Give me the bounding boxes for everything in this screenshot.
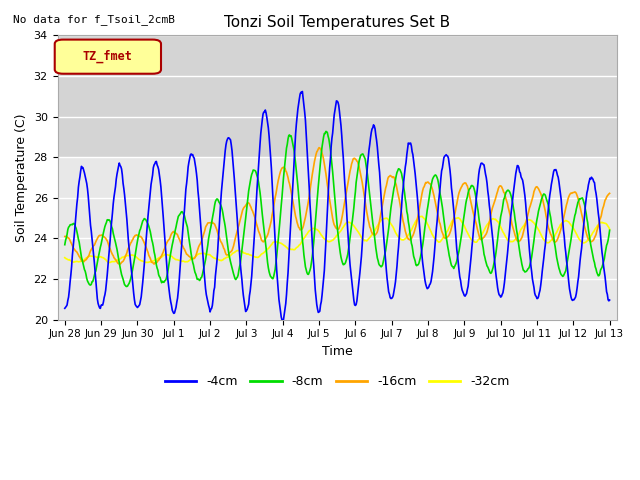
-16cm bbox=[150, 261, 158, 267]
-8cm bbox=[383, 237, 391, 243]
-4cm bbox=[437, 175, 445, 181]
-4cm bbox=[557, 197, 565, 203]
-16cm bbox=[606, 191, 614, 196]
-8cm bbox=[61, 242, 68, 248]
-32cm bbox=[181, 259, 189, 265]
-4cm bbox=[606, 297, 614, 303]
-8cm bbox=[205, 236, 212, 241]
-32cm bbox=[437, 238, 445, 244]
-32cm bbox=[330, 237, 337, 242]
Bar bbox=[58, 36, 617, 157]
-32cm bbox=[383, 216, 390, 221]
-32cm bbox=[557, 221, 565, 227]
-32cm bbox=[606, 226, 614, 232]
-4cm bbox=[204, 300, 212, 305]
Line: -4cm: -4cm bbox=[65, 92, 610, 320]
Legend: -4cm, -8cm, -16cm, -32cm: -4cm, -8cm, -16cm, -32cm bbox=[160, 370, 515, 393]
-8cm bbox=[557, 272, 565, 277]
-8cm bbox=[322, 129, 330, 134]
Line: -8cm: -8cm bbox=[65, 132, 610, 287]
Title: Tonzi Soil Temperatures Set B: Tonzi Soil Temperatures Set B bbox=[224, 15, 451, 30]
-16cm bbox=[61, 234, 68, 240]
Text: TZ_fmet: TZ_fmet bbox=[83, 50, 133, 63]
Line: -16cm: -16cm bbox=[65, 148, 610, 264]
-4cm bbox=[61, 305, 68, 311]
-32cm bbox=[106, 260, 113, 265]
-8cm bbox=[606, 228, 614, 233]
-16cm bbox=[316, 145, 323, 151]
-32cm bbox=[418, 214, 426, 219]
-8cm bbox=[330, 188, 338, 194]
-8cm bbox=[181, 216, 189, 222]
Line: -32cm: -32cm bbox=[65, 216, 610, 263]
-4cm bbox=[330, 112, 338, 118]
Y-axis label: Soil Temperature (C): Soil Temperature (C) bbox=[15, 113, 28, 242]
-32cm bbox=[61, 255, 68, 261]
-4cm bbox=[180, 208, 188, 214]
-4cm bbox=[298, 89, 306, 95]
X-axis label: Time: Time bbox=[322, 345, 353, 358]
-8cm bbox=[437, 195, 445, 201]
-16cm bbox=[437, 225, 445, 230]
-16cm bbox=[383, 179, 391, 185]
-4cm bbox=[383, 276, 391, 282]
-16cm bbox=[181, 248, 189, 254]
-16cm bbox=[557, 225, 565, 231]
-4cm bbox=[279, 317, 287, 323]
-16cm bbox=[205, 220, 212, 226]
-8cm bbox=[123, 284, 131, 289]
FancyBboxPatch shape bbox=[55, 39, 161, 74]
-32cm bbox=[205, 252, 212, 257]
Text: No data for f_Tsoil_2cmB: No data for f_Tsoil_2cmB bbox=[13, 14, 175, 25]
-16cm bbox=[330, 222, 338, 228]
